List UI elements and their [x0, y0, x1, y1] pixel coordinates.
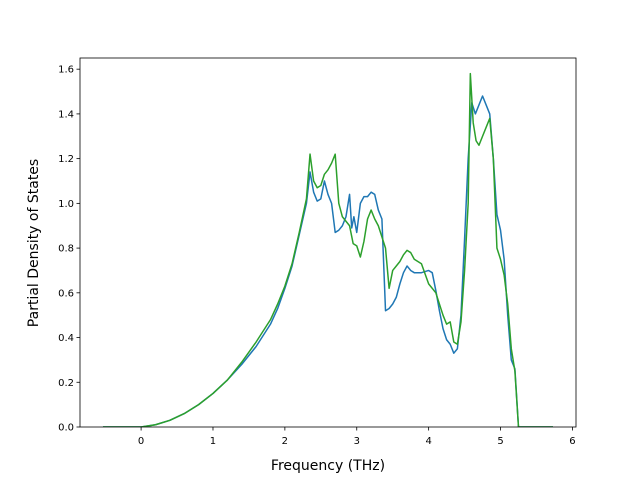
x-tick-label: 6 — [569, 436, 575, 447]
y-axis-label: Partial Density of States — [26, 159, 42, 327]
y-tick-label: 1.6 — [58, 65, 74, 76]
series-lines — [102, 72, 554, 427]
y-tick-label: 0.8 — [58, 244, 74, 255]
x-tick-label: 2 — [282, 436, 288, 447]
y-tick-label: 0.4 — [58, 333, 74, 344]
x-axis-label: Frequency (THz) — [271, 458, 385, 474]
y-tick-label: 1.0 — [58, 199, 74, 210]
series-line-2 — [102, 72, 554, 427]
plot-area — [102, 72, 554, 427]
y-tick-label: 0.6 — [58, 288, 74, 299]
y-tick-label: 0.0 — [58, 423, 74, 434]
x-tick-label: 1 — [210, 436, 216, 447]
y-tick-label: 1.4 — [58, 109, 74, 120]
series-line-1 — [102, 95, 554, 427]
x-tick-label: 4 — [425, 436, 431, 447]
axes-frame — [79, 57, 577, 428]
x-tick-label: 5 — [497, 436, 503, 447]
axes: 0 1 2 3 4 5 6 0.0 0.2 0.4 0.6 0.8 1.0 1.2 1.4 1.6 — [58, 57, 577, 447]
x-tick-label: 0 — [138, 436, 144, 447]
y-tick-label: 0.2 — [58, 378, 74, 389]
x-tick-label: 3 — [354, 436, 360, 447]
y-tick-label: 1.2 — [58, 154, 74, 165]
